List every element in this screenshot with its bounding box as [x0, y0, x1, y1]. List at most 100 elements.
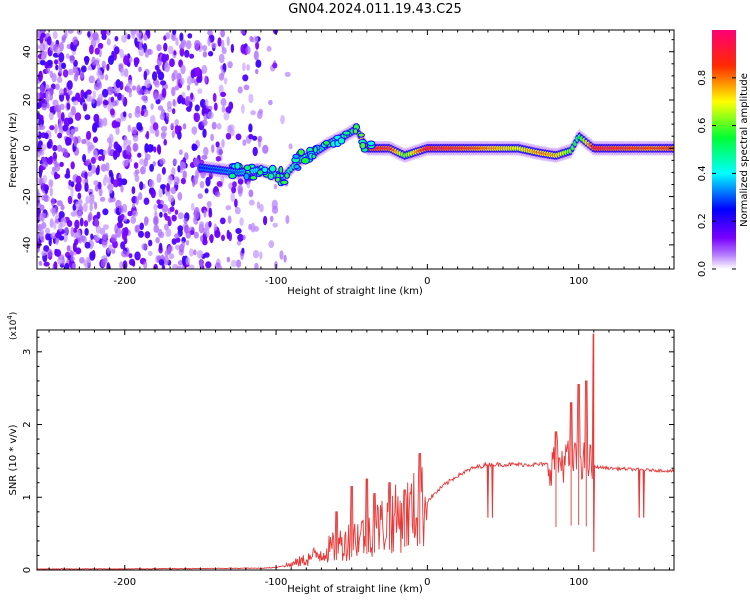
noise-speckle [147, 30, 151, 39]
noise-speckle [92, 123, 98, 133]
noise-speckle [170, 186, 177, 195]
noise-speckle [90, 156, 96, 164]
noise-speckle [143, 157, 149, 167]
noise-speckle [98, 149, 105, 155]
x-tick-label: -200 [113, 276, 136, 287]
noise-speckle [137, 152, 142, 158]
noise-speckle [221, 47, 227, 55]
noise-speckle [269, 215, 274, 223]
noise-speckle [129, 258, 135, 266]
noise-speckle [216, 146, 223, 156]
noise-speckle [254, 262, 259, 269]
noise-speckle [202, 128, 207, 138]
noise-speckle [152, 122, 159, 131]
noise-speckle [183, 217, 188, 225]
noise-speckle [39, 84, 45, 94]
noise-speckle [259, 203, 264, 213]
noise-speckle [139, 222, 144, 231]
noise-speckle [60, 147, 67, 153]
noise-speckle [211, 144, 215, 154]
noise-speckle [138, 192, 143, 201]
noise-speckle [158, 188, 163, 198]
noise-speckle [121, 232, 128, 241]
noise-speckle [202, 238, 208, 246]
noise-speckle [65, 168, 70, 178]
noise-speckle [56, 144, 63, 152]
noise-speckle [207, 111, 214, 120]
noise-speckle [208, 207, 212, 215]
noise-speckle [191, 202, 195, 211]
noise-speckle [59, 161, 64, 168]
noise-speckle [152, 71, 158, 81]
noise-speckle [239, 217, 244, 227]
noise-speckle [134, 251, 141, 261]
noise-speckle [243, 84, 250, 91]
noise-speckle [155, 237, 160, 244]
noise-speckle [156, 173, 162, 184]
noise-speckle [85, 195, 90, 205]
noise-speckle [203, 209, 207, 218]
noise-speckle [226, 256, 231, 263]
noise-speckle [213, 102, 218, 111]
noise-speckle [154, 80, 160, 88]
spectrogram-x-ticks: -200 -100 0 100 [48, 30, 670, 287]
noise-speckle [52, 30, 58, 40]
noise-speckle [216, 123, 222, 130]
noise-speckle [80, 89, 85, 99]
snr-y-ticks: 0 1 2 3 [22, 336, 674, 573]
noise-speckle [127, 124, 132, 132]
noise-speckle [88, 211, 93, 221]
noise-speckle [84, 182, 89, 192]
noise-speckle [248, 123, 253, 133]
noise-speckle [133, 162, 139, 169]
noise-speckle [164, 250, 169, 257]
noise-speckle [231, 186, 237, 194]
noise-speckle [235, 133, 242, 141]
noise-speckle [237, 86, 243, 94]
noise-speckle [150, 103, 154, 110]
noise-speckle [134, 169, 140, 175]
noise-speckle [83, 220, 89, 227]
noise-speckle [202, 105, 207, 115]
noise-speckle [227, 215, 232, 224]
noise-speckle [273, 183, 278, 190]
noise-speckle [53, 171, 58, 180]
noise-speckle [40, 54, 45, 61]
noise-speckle [169, 58, 175, 68]
noise-speckle [171, 167, 176, 177]
noise-speckle [248, 199, 255, 206]
noise-speckle [171, 130, 175, 138]
noise-speckle [83, 260, 87, 267]
noise-speckle [225, 106, 232, 114]
noise-speckle [82, 103, 88, 112]
noise-speckle [191, 144, 198, 151]
noise-speckle [221, 139, 225, 148]
noise-speckle [75, 181, 82, 192]
noise-speckle [140, 95, 147, 101]
noise-speckle [45, 67, 51, 74]
noise-speckle [169, 206, 175, 212]
noise-speckle [43, 193, 49, 202]
noise-speckle [79, 71, 84, 79]
noise-speckle [64, 262, 70, 269]
noise-speckle [102, 208, 109, 216]
noise-speckle [135, 224, 141, 233]
ridge-blob [278, 165, 284, 174]
noise-speckle [258, 108, 264, 115]
noise-speckle [230, 192, 235, 202]
noise-speckle [235, 259, 242, 268]
noise-speckle [96, 69, 103, 78]
noise-speckle [252, 146, 258, 157]
noise-speckle [221, 39, 225, 50]
noise-speckle [147, 144, 154, 153]
noise-speckle [52, 144, 58, 152]
noise-speckle [148, 239, 153, 247]
noise-speckle [48, 179, 54, 188]
noise-speckle [119, 205, 124, 214]
snr-series-layer [37, 333, 674, 570]
snr-plot-area [37, 330, 674, 570]
noise-speckle [230, 128, 235, 136]
noise-speckle [85, 159, 91, 166]
noise-speckle [177, 165, 181, 173]
